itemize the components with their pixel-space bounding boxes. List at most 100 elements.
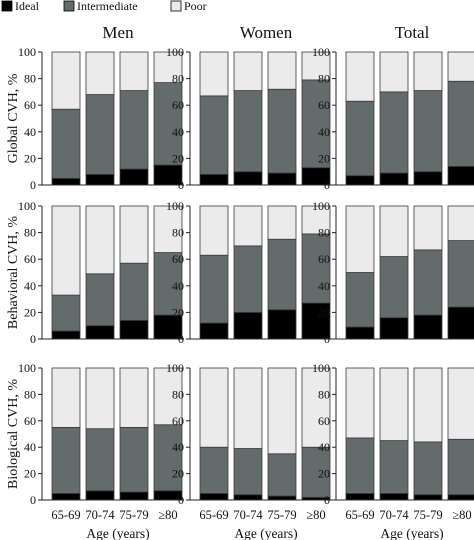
bar-ideal-≥80 xyxy=(447,306,474,340)
panel-behavioral-women: 0 20 40 60 80 100 xyxy=(166,199,332,346)
bar-intermediate-≥80 xyxy=(153,252,183,316)
legend-label-ideal: Ideal xyxy=(15,0,40,13)
bar-poor-65-69 xyxy=(51,367,81,428)
y-tick-label: 60 xyxy=(172,98,184,112)
bar-intermediate-70-74 xyxy=(379,440,409,494)
bar-poor-70-74 xyxy=(379,51,409,93)
panel-behavioral-total: 0 20 40 60 80 100 xyxy=(312,199,474,346)
y-tick-label: 40 xyxy=(24,279,36,293)
y-tick-label: 40 xyxy=(318,440,330,454)
bar-intermediate-≥80 xyxy=(153,82,183,166)
y-tick-label: 100 xyxy=(166,361,184,375)
bar-ideal-65-69 xyxy=(345,175,375,186)
y-tick-label: 60 xyxy=(172,414,184,428)
x-tick-label: 70-74 xyxy=(85,508,115,522)
y-tick-label: 80 xyxy=(172,226,184,240)
y-tick-label: 20 xyxy=(24,151,36,165)
column-title-men: Men xyxy=(102,23,134,42)
y-tick-label: 40 xyxy=(318,125,330,139)
y-tick-label: 100 xyxy=(166,45,184,59)
bar-intermediate-65-69 xyxy=(199,95,229,175)
x-axis-title: Age (years) xyxy=(234,526,297,540)
panel-global-women: 0 20 40 60 80 100 xyxy=(166,45,332,192)
x-tick-label: ≥80 xyxy=(306,508,325,522)
bar-ideal-75-79 xyxy=(267,495,297,501)
y-tick-label: 0 xyxy=(324,178,330,192)
bar-intermediate-75-79 xyxy=(413,249,443,316)
bar-intermediate-65-69 xyxy=(345,437,375,494)
column-title-total: Total xyxy=(395,23,430,42)
y-tick-label: 60 xyxy=(318,414,330,428)
bar-intermediate-≥80 xyxy=(447,80,474,167)
bar-poor-75-79 xyxy=(119,367,149,428)
bar-intermediate-65-69 xyxy=(51,426,81,494)
bar-ideal-75-79 xyxy=(267,309,297,340)
y-tick-label: 0 xyxy=(324,332,330,346)
x-tick-label: 65-69 xyxy=(199,508,228,522)
y-tick-label: 40 xyxy=(172,440,184,454)
bar-ideal-65-69 xyxy=(345,492,375,501)
column-title-women: Women xyxy=(240,23,293,42)
y-tick-label: 20 xyxy=(172,467,184,481)
y-tick-label: 100 xyxy=(18,199,36,213)
y-tick-label: 100 xyxy=(312,361,330,375)
bar-poor-65-69 xyxy=(199,367,229,448)
bar-poor-75-79 xyxy=(413,205,443,251)
y-tick-label: 20 xyxy=(24,467,36,481)
x-tick-label: 75-79 xyxy=(119,508,148,522)
y-tick-label: 0 xyxy=(324,493,330,507)
bar-intermediate-70-74 xyxy=(233,448,263,496)
legend-swatch-ideal xyxy=(1,0,13,12)
bar-poor-≥80 xyxy=(447,367,474,440)
bar-ideal-65-69 xyxy=(51,330,81,340)
bar-poor-75-79 xyxy=(267,367,297,455)
bar-ideal-≥80 xyxy=(301,302,331,340)
bar-ideal-65-69 xyxy=(51,177,81,186)
y-tick-label: 0 xyxy=(30,332,36,346)
bar-poor-65-69 xyxy=(51,205,81,296)
bar-poor-65-69 xyxy=(345,51,375,102)
bar-ideal-70-74 xyxy=(233,171,263,186)
y-tick-label: 40 xyxy=(24,440,36,454)
bar-ideal-75-79 xyxy=(267,172,297,186)
x-tick-label: 70-74 xyxy=(379,508,409,522)
bar-intermediate-75-79 xyxy=(413,441,443,496)
y-tick-label: 60 xyxy=(24,98,36,112)
x-tick-label: 70-74 xyxy=(233,508,263,522)
y-axis-label: Global CVH, % xyxy=(6,73,21,163)
y-tick-label: 100 xyxy=(18,45,36,59)
bar-poor-75-79 xyxy=(119,51,149,91)
y-tick-label: 60 xyxy=(24,414,36,428)
bar-poor-≥80 xyxy=(447,205,474,241)
bar-intermediate-70-74 xyxy=(85,273,115,327)
bar-intermediate-70-74 xyxy=(85,94,115,175)
bar-poor-≥80 xyxy=(447,51,474,82)
bar-ideal-65-69 xyxy=(345,326,375,340)
bar-intermediate-75-79 xyxy=(267,453,297,497)
bar-poor-75-79 xyxy=(267,51,297,90)
panel-behavioral-men: 0 20 40 60 80 100 Behavioral CVH, % xyxy=(6,199,184,346)
bar-poor-70-74 xyxy=(379,367,409,441)
x-tick-label: 75-79 xyxy=(413,508,442,522)
bar-intermediate-75-79 xyxy=(119,262,149,321)
bar-intermediate-≥80 xyxy=(447,240,474,308)
bar-intermediate-65-69 xyxy=(199,254,229,324)
bar-intermediate-70-74 xyxy=(379,91,409,174)
y-tick-label: 80 xyxy=(172,387,184,401)
x-axis-title: Age (years) xyxy=(380,526,443,540)
chart-panels: 0 20 40 60 80 100 Global CVH, % 0 20 40 60 80 100 0 20… xyxy=(6,45,474,507)
y-tick-label: 80 xyxy=(24,72,36,86)
y-tick-label: 0 xyxy=(178,332,184,346)
bar-intermediate-65-69 xyxy=(199,446,229,494)
bar-intermediate-65-69 xyxy=(345,100,375,177)
bar-intermediate-65-69 xyxy=(51,294,81,332)
y-tick-label: 0 xyxy=(178,493,184,507)
x-axis-labels: 65-69 70-74 75-79 ≥80 Age (years) 65-69 70-74 7… xyxy=(51,508,471,540)
y-tick-label: 60 xyxy=(318,98,330,112)
y-tick-label: 80 xyxy=(172,72,184,86)
y-tick-label: 100 xyxy=(166,199,184,213)
bar-poor-75-79 xyxy=(119,205,149,264)
bar-poor-70-74 xyxy=(233,205,263,247)
bar-ideal-70-74 xyxy=(85,490,115,501)
